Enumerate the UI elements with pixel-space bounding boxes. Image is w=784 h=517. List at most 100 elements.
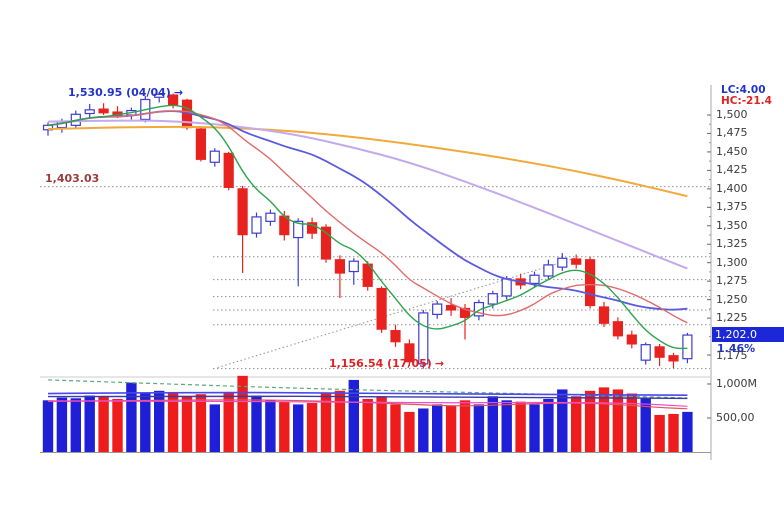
volume-bar	[584, 390, 596, 452]
price-tick-label: 1,425	[716, 163, 748, 177]
volume-bar	[529, 404, 540, 452]
candle-body	[543, 264, 554, 277]
level-annotation: 1,403.03	[45, 173, 99, 185]
volume-bar	[598, 387, 610, 452]
volume-bar	[181, 396, 193, 452]
candle-body	[265, 212, 276, 222]
volume-bar	[557, 389, 568, 452]
candle-body	[654, 346, 665, 358]
volume-tick-label: 1,000M	[716, 377, 757, 390]
candle-body	[293, 220, 304, 239]
candle-body	[223, 152, 234, 188]
candle-body	[432, 303, 443, 315]
candle-body	[251, 216, 262, 234]
price-tick-label: 1,175	[716, 349, 748, 362]
candle-body	[529, 274, 540, 284]
candle-body	[376, 287, 387, 330]
high-change-label: HC:-21.4	[721, 95, 772, 107]
low-change-label: LC:4.00	[721, 84, 766, 96]
ma10-line	[47, 110, 688, 324]
peak-annotation-text: 1,530.95 (04/04)	[68, 86, 171, 99]
candle-body	[209, 150, 220, 163]
volume-tick-label: 500,00	[716, 411, 755, 424]
price-tick-label: 1,375	[716, 200, 748, 214]
volume-bar	[445, 405, 457, 452]
volume-bar	[140, 393, 151, 452]
current-price-badge: 1,202.0	[712, 327, 784, 342]
volume-bar	[209, 404, 220, 452]
level-annotation-text: 1,403.03	[45, 172, 100, 185]
candle-body	[404, 343, 415, 363]
volume-bar	[404, 411, 415, 452]
volume-bar	[432, 404, 443, 452]
volume-bar	[654, 414, 665, 452]
price-tick-label: 1,275	[716, 274, 748, 288]
price-tick-label: 1,225	[716, 311, 748, 325]
volume-bar	[237, 375, 248, 452]
candle-body	[584, 259, 596, 307]
price-tick-label: 1,400	[716, 181, 748, 195]
volume-bar	[348, 379, 359, 452]
candle-body	[334, 259, 345, 274]
candle-body	[668, 355, 679, 362]
candle-body	[320, 226, 332, 260]
volume-bar	[459, 400, 471, 452]
peak-annotation: 1,530.95 (04/04) →	[68, 87, 183, 99]
volume-bar	[112, 398, 123, 452]
trendline	[217, 257, 575, 369]
volume-bar	[668, 413, 679, 452]
volume-ma-blue	[47, 391, 688, 397]
price-tick-label: 1,250	[716, 292, 748, 306]
price-tick-label: 1,475	[716, 126, 748, 140]
volume-bar	[626, 393, 637, 452]
price-tick-label: 1,450	[716, 144, 748, 158]
candle-body	[237, 188, 248, 236]
volume-bar	[293, 404, 304, 452]
volume-bar	[640, 397, 651, 452]
candle-body	[571, 258, 582, 265]
volume-bar	[612, 389, 624, 452]
candle-body	[598, 306, 610, 324]
volume-bar	[42, 400, 54, 452]
volume-bar	[98, 396, 109, 452]
volume-bar	[334, 390, 346, 452]
low-annotation-text: 1,156.54 (17/05)	[329, 357, 432, 370]
volume-bar	[56, 397, 68, 452]
volume-ma-navy	[47, 395, 688, 400]
volume-bar	[167, 392, 179, 452]
price-tick-label: 1,350	[716, 218, 748, 232]
candle-body	[557, 257, 568, 268]
candle-body	[84, 109, 95, 115]
volume-ma-green-dashed	[47, 379, 688, 399]
low-arrow-icon: →	[434, 357, 445, 370]
volume-ma-magenta	[47, 400, 688, 407]
candle-body	[390, 330, 401, 343]
price-tick-label: 1,300	[716, 255, 748, 269]
candle-body	[459, 307, 471, 318]
volume-bar	[362, 398, 373, 452]
volume-bar	[223, 392, 234, 452]
volume-bar	[501, 400, 512, 452]
candle-body	[626, 334, 637, 345]
ma5-line	[47, 104, 688, 350]
candle-body	[473, 301, 484, 317]
peak-arrow-icon: →	[173, 86, 184, 99]
candle-body	[98, 108, 109, 114]
candle-body	[154, 93, 165, 98]
volume-bar	[418, 408, 429, 452]
price-tick-label: 1,500	[716, 108, 748, 121]
ma120-line	[47, 125, 688, 198]
volume-bar	[515, 401, 526, 452]
candle-body	[487, 293, 498, 305]
candle-body	[168, 94, 179, 106]
price-tick-label: 1,325	[716, 237, 748, 251]
candle-body	[348, 260, 359, 273]
candle-body	[501, 278, 512, 297]
volume-bar	[195, 394, 207, 452]
volume-bar	[682, 411, 693, 452]
candle-body	[418, 312, 429, 365]
volume-bar	[543, 398, 554, 452]
volume-bar	[70, 398, 81, 452]
